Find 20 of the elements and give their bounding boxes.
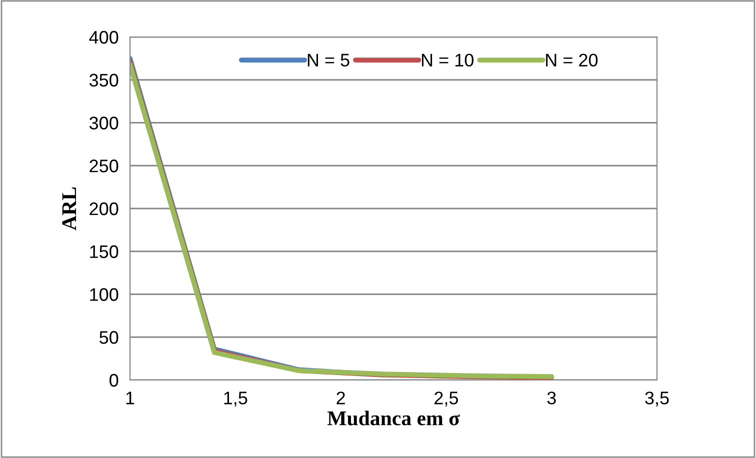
- legend-label: N = 20: [546, 54, 598, 67]
- y-axis-title: ARL: [62, 187, 76, 230]
- legend-label: N = 5: [308, 54, 350, 67]
- legend-label: N = 10: [422, 54, 474, 67]
- y-tick-label: 200: [90, 202, 118, 216]
- x-tick-label: 3: [547, 392, 556, 404]
- y-tick-label: 0: [110, 374, 118, 387]
- y-tick-label: 400: [89, 30, 118, 44]
- y-tick-label: 150: [90, 245, 118, 258]
- y-tick-label: 350: [89, 74, 118, 87]
- x-tick-label: 1: [126, 392, 134, 404]
- x-tick-label: 2,5: [434, 392, 458, 407]
- x-tick-label: 3,5: [645, 392, 669, 407]
- y-tick-label: 100: [90, 288, 118, 301]
- x-tick-label: 2: [336, 392, 345, 404]
- y-tick-label: 250: [90, 160, 118, 172]
- y-tick-label: 50: [100, 331, 118, 344]
- x-axis-title: Mudanca em σ: [327, 410, 460, 426]
- x-tick-label: 1,5: [224, 392, 248, 407]
- y-tick-label: 300: [89, 116, 118, 130]
